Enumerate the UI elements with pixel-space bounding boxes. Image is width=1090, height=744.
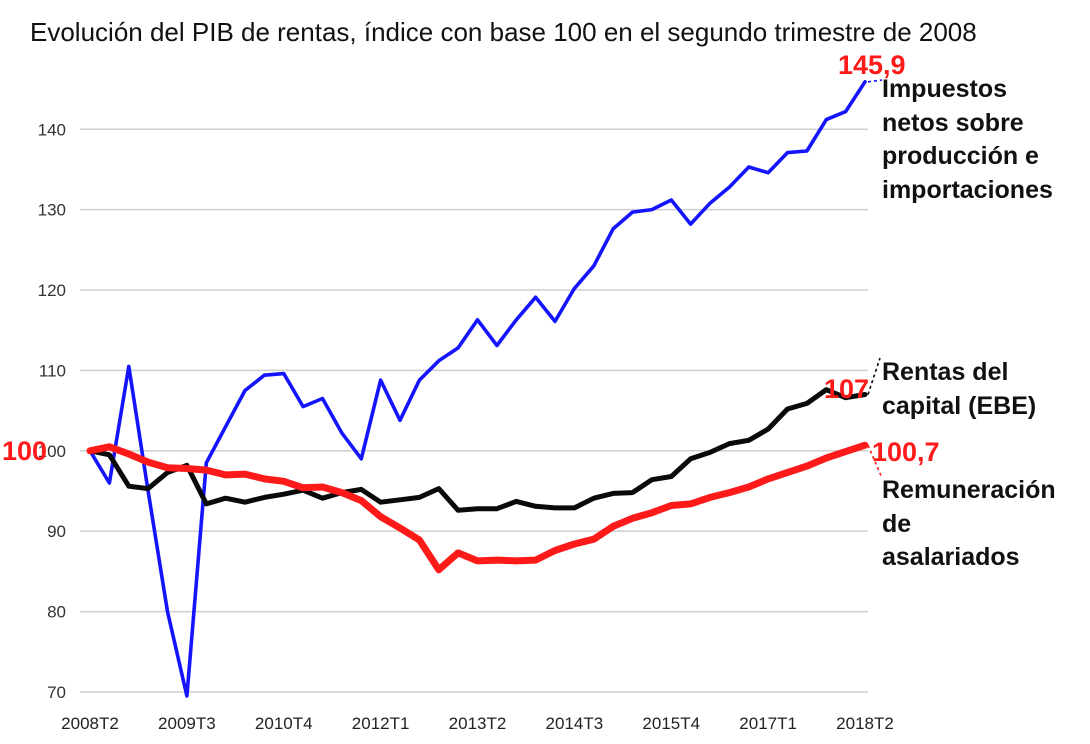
legend-label: importaciones <box>882 176 1053 204</box>
gridlines <box>80 128 868 693</box>
end-value-label: 107 <box>824 374 869 404</box>
legend-label: asalariados <box>882 543 1020 571</box>
legend-label: producción e <box>882 142 1039 170</box>
chart-title: Evolución del PIB de rentas, índice con … <box>30 17 977 47</box>
x-tick-label: 2013T2 <box>449 714 507 733</box>
x-tick-label: 2015T4 <box>642 714 700 733</box>
legend-label: Impuestos <box>882 75 1007 103</box>
y-tick-label: 70 <box>47 683 66 702</box>
leader-line <box>867 357 881 395</box>
series-line-3 <box>86 441 869 574</box>
y-tick-label: 130 <box>38 201 66 220</box>
y-tick-label: 80 <box>47 603 66 622</box>
x-tick-label: 2010T4 <box>255 714 313 733</box>
x-tick-label: 2012T1 <box>352 714 410 733</box>
x-tick-label: 2014T3 <box>546 714 604 733</box>
y-tick-label: 100 <box>38 442 66 461</box>
end-value-label: 100,7 <box>872 437 940 467</box>
x-tick-label: 2008T2 <box>61 714 119 733</box>
series-line-2 <box>87 387 868 513</box>
y-tick-label: 110 <box>39 361 66 380</box>
end-value-label: 145,9 <box>838 50 906 80</box>
series-line-1 <box>88 80 867 698</box>
legend-label: Remuneración <box>882 476 1056 504</box>
series-lines <box>86 80 869 698</box>
x-tick-label: 2018T2 <box>836 714 894 733</box>
y-tick-label: 90 <box>47 522 66 541</box>
y-axis-ticks: 70 80 90 100 110 120 130 140 <box>38 120 66 702</box>
legend-label: capital (EBE) <box>882 392 1036 420</box>
leader-line <box>867 79 883 83</box>
y-tick-label: 120 <box>38 281 66 300</box>
legend-label: de <box>882 510 911 538</box>
x-tick-label: 2017T1 <box>739 714 797 733</box>
x-tick-label: 2009T3 <box>158 714 216 733</box>
y-tick-label: 140 <box>38 120 66 139</box>
x-axis-ticks: 2008T2 2009T3 2010T4 2012T1 2013T2 2014T3 2015… <box>61 714 894 733</box>
legend-label: Rentas del <box>882 358 1008 386</box>
base-value-label: 100 <box>2 436 47 466</box>
legend-label: netos sobre <box>882 109 1024 137</box>
